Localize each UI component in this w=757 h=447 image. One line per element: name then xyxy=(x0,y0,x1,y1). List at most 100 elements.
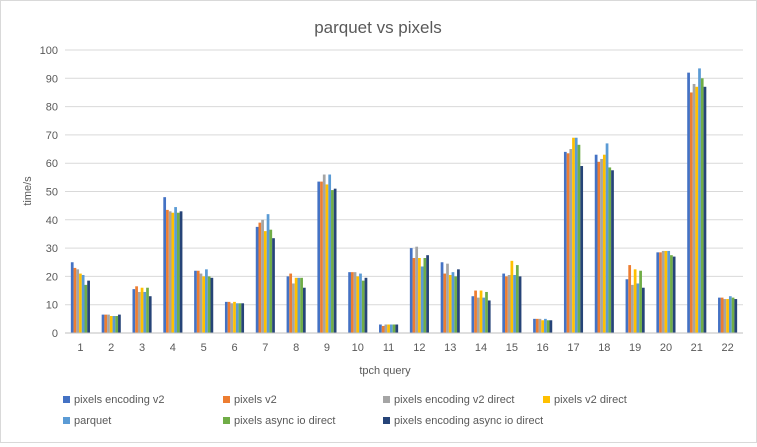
y-axis-label: time/s xyxy=(22,176,34,206)
y-axis-ticks: 0 10 20 30 40 50 60 70 80 90 100 xyxy=(40,45,58,340)
x-tick-label: 13 xyxy=(444,342,456,354)
x-tick-label: 2 xyxy=(108,342,114,354)
bar xyxy=(379,324,382,333)
chart-title: parquet vs pixels xyxy=(314,18,442,37)
bar xyxy=(224,301,228,333)
bar xyxy=(661,250,665,333)
bar xyxy=(426,255,429,333)
bar xyxy=(300,277,303,333)
bar xyxy=(659,252,662,333)
bar xyxy=(112,316,116,333)
bar xyxy=(440,262,444,333)
bar xyxy=(515,265,519,333)
bar xyxy=(179,211,183,333)
bar xyxy=(720,297,724,333)
bar xyxy=(148,296,152,333)
y-tick-label: 80 xyxy=(46,102,58,114)
bar xyxy=(443,273,447,333)
bar xyxy=(392,324,396,333)
x-tick-label: 19 xyxy=(629,342,641,354)
bar xyxy=(409,248,413,333)
bar xyxy=(350,272,354,333)
x-tick-label: 12 xyxy=(413,342,425,354)
x-tick-label: 11 xyxy=(383,342,394,354)
y-tick-label: 70 xyxy=(46,130,58,142)
bar xyxy=(728,296,732,333)
bar xyxy=(387,324,390,333)
bar xyxy=(70,262,74,333)
bar xyxy=(258,222,262,333)
bar xyxy=(241,303,245,333)
bar xyxy=(667,250,671,333)
legend: pixels encoding v2 pixels v2 pixels encodi… xyxy=(63,394,627,427)
bar xyxy=(718,297,721,333)
legend-label: pixels v2 xyxy=(234,394,277,406)
bar xyxy=(320,181,323,333)
bar xyxy=(207,276,211,333)
bar xyxy=(389,324,393,333)
bar xyxy=(535,318,539,333)
bar xyxy=(163,197,167,333)
x-axis-label: tpch query xyxy=(359,365,411,377)
bar xyxy=(572,137,575,333)
bar xyxy=(446,263,449,333)
y-tick-label: 10 xyxy=(46,300,58,312)
y-tick-label: 40 xyxy=(46,215,58,227)
bar xyxy=(227,301,231,333)
bar xyxy=(639,270,642,333)
bar xyxy=(230,303,234,333)
x-tick-label: 3 xyxy=(139,342,145,354)
legend-item: pixels encoding v2 xyxy=(63,394,165,406)
bar xyxy=(328,174,332,333)
bar xyxy=(687,72,690,333)
bar xyxy=(454,276,458,333)
bar xyxy=(628,265,632,333)
bar xyxy=(272,238,275,333)
bar xyxy=(566,153,570,333)
bar xyxy=(510,260,514,333)
x-tick-label: 4 xyxy=(170,342,176,354)
bar xyxy=(448,274,452,333)
bar xyxy=(87,280,90,333)
bar xyxy=(664,250,668,333)
bar xyxy=(118,314,121,333)
bar xyxy=(726,299,729,333)
x-tick-label: 20 xyxy=(660,342,672,354)
bar xyxy=(294,277,298,333)
bar xyxy=(196,270,200,333)
bar xyxy=(261,219,264,333)
bar xyxy=(292,283,295,333)
bar xyxy=(132,289,136,333)
legend-swatch xyxy=(223,396,230,403)
bar xyxy=(670,255,673,333)
legend-swatch xyxy=(63,396,70,403)
bar xyxy=(101,314,105,333)
legend-swatch xyxy=(543,396,550,403)
legend-label: pixels encoding v2 direct xyxy=(394,394,514,406)
x-tick-label: 14 xyxy=(475,342,487,354)
bar xyxy=(137,291,141,333)
x-tick-label: 7 xyxy=(262,342,268,354)
bar xyxy=(238,303,242,333)
bar xyxy=(286,276,290,333)
bar xyxy=(348,272,351,333)
bar xyxy=(146,287,149,333)
legend-label: pixels encoding async io direct xyxy=(394,415,543,427)
y-tick-label: 20 xyxy=(46,271,58,283)
bar xyxy=(205,269,208,333)
bar xyxy=(692,83,696,334)
x-axis-ticks: 1 2 3 4 5 6 7 8 9 10 11 12 13 14 15 16 17 18 19 20 21 22 xyxy=(77,342,733,354)
bar xyxy=(420,266,424,333)
bar xyxy=(174,207,177,333)
bar xyxy=(266,214,270,333)
bar xyxy=(731,297,735,333)
bar xyxy=(611,170,614,333)
bar xyxy=(317,181,321,333)
bar xyxy=(656,252,660,333)
bar xyxy=(502,273,506,333)
bar xyxy=(143,291,147,333)
bar xyxy=(269,229,273,333)
y-tick-label: 60 xyxy=(46,158,58,170)
bar xyxy=(549,320,553,333)
